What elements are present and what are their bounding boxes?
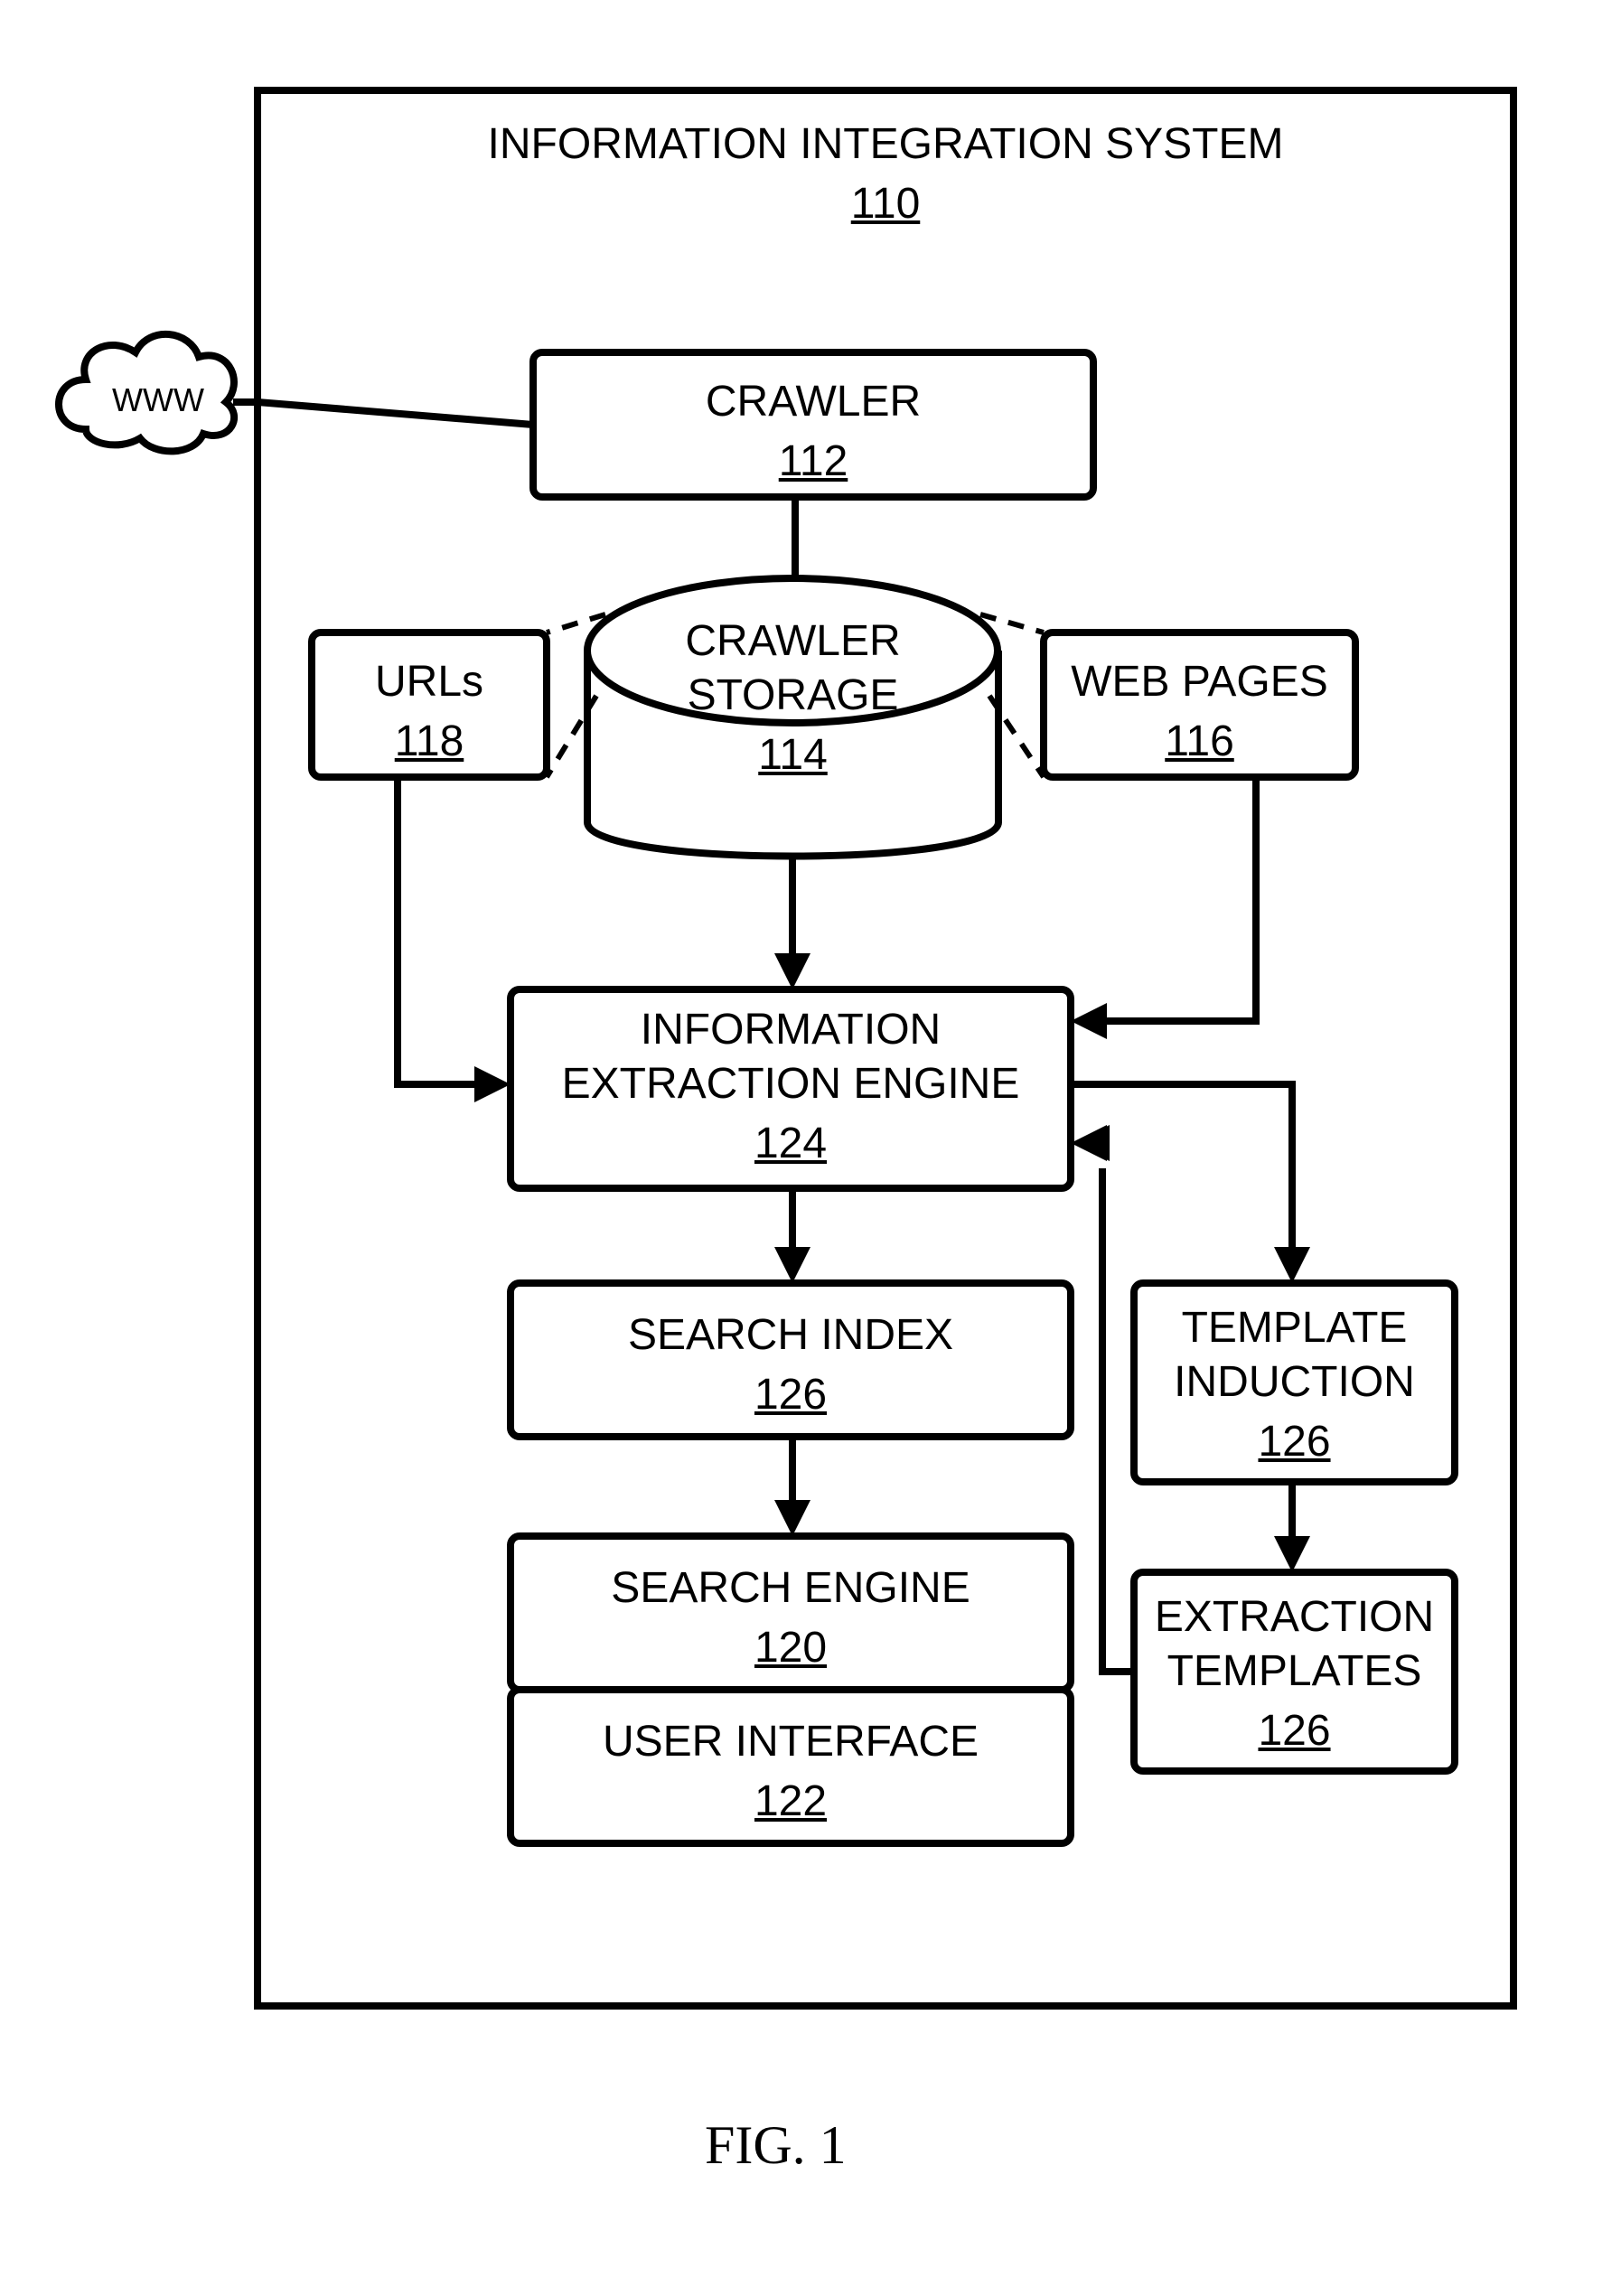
arrow-infoext-template bbox=[1274, 1247, 1310, 1283]
arrow-extraction-infoext bbox=[1071, 1125, 1107, 1161]
edge-webpages-infoext bbox=[1093, 777, 1256, 1021]
diagram-container: INFORMATION INTEGRATION SYSTEM 110 WWW C… bbox=[0, 0, 1621, 2296]
diagram-svg bbox=[0, 0, 1621, 2296]
edge-system-crawler bbox=[258, 402, 533, 425]
web-pages-box bbox=[1044, 633, 1355, 777]
crawler-storage-cylinder bbox=[587, 578, 998, 857]
arrow-storage-infoext bbox=[774, 953, 810, 989]
crawler-box bbox=[533, 352, 1093, 497]
arrow-infoext-searchindex bbox=[774, 1247, 810, 1283]
arrow-urls-infoext bbox=[474, 1066, 511, 1102]
search-engine-box bbox=[511, 1536, 1071, 1690]
edge-extraction-infoext bbox=[1102, 1168, 1134, 1672]
edge-urls-infoext bbox=[398, 777, 488, 1084]
user-interface-box bbox=[511, 1690, 1071, 1843]
template-induction-box bbox=[1134, 1283, 1455, 1482]
search-index-box bbox=[511, 1283, 1071, 1437]
extraction-templates-box bbox=[1134, 1572, 1455, 1771]
figure-label: FIG. 1 bbox=[705, 2114, 847, 2177]
arrow-webpages-infoext bbox=[1071, 1003, 1107, 1039]
info-extraction-box bbox=[511, 989, 1071, 1188]
www-cloud bbox=[59, 334, 234, 452]
urls-box bbox=[312, 633, 547, 777]
arrow-template-extraction bbox=[1274, 1536, 1310, 1572]
arrow-searchindex-engine bbox=[774, 1500, 810, 1536]
